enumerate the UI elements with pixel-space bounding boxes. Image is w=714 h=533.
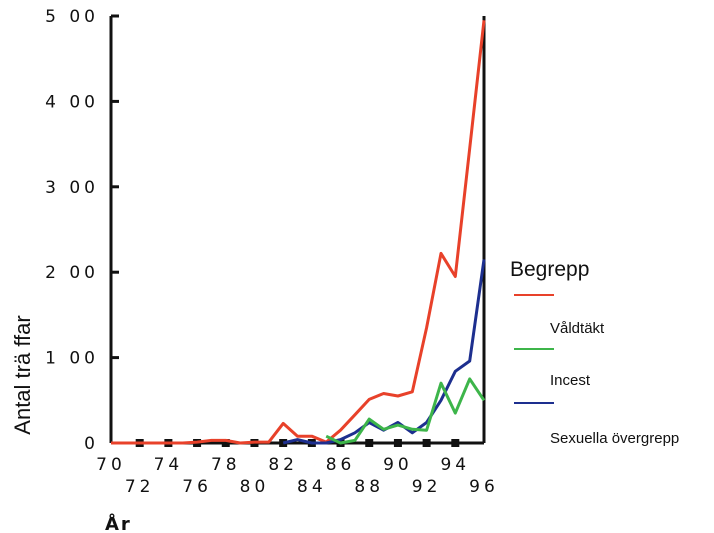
x-tick-label: 74 xyxy=(154,455,184,475)
y-tick-label: 0 xyxy=(84,434,99,454)
legend-label-incest: Incest xyxy=(550,372,591,389)
x-tick-mark xyxy=(422,439,431,447)
legend-swatch-incest xyxy=(514,348,554,350)
legend-title: Begrepp xyxy=(510,258,590,281)
series-lines xyxy=(111,20,486,445)
legend-label-valdtakt: Våldtäkt xyxy=(550,320,605,337)
x-tick-label: 82 xyxy=(268,455,298,475)
x-tick-mark xyxy=(365,439,374,447)
y-tick-label: 2 00 xyxy=(45,263,99,283)
x-tick-label: 96 xyxy=(469,477,499,497)
series-line-3 xyxy=(325,377,486,445)
x-tick-label: 80 xyxy=(240,477,270,497)
x-axis-title: År xyxy=(105,512,132,533)
y-axis-title: Antal trä ffar xyxy=(10,315,35,434)
x-tick-label: 76 xyxy=(182,477,212,497)
x-tick-label: 88 xyxy=(354,477,384,497)
y-tick-label: 4 00 xyxy=(45,92,99,112)
x-tick-label: 90 xyxy=(383,455,413,475)
y-tick-label: 1 00 xyxy=(45,349,99,369)
x-tick-label: 86 xyxy=(326,455,356,475)
x-tick-mark xyxy=(393,439,402,447)
x-tick-label: 70 xyxy=(96,455,126,475)
series-line-1 xyxy=(111,20,486,445)
x-tick-label: 84 xyxy=(297,477,327,497)
series-line-2 xyxy=(282,259,486,445)
x-tick-label: 92 xyxy=(412,477,442,497)
legend-swatch-valdtakt xyxy=(514,294,554,296)
x-tick-mark xyxy=(451,439,460,447)
ticks: 0 1 00 2 00 3 00 4 00 5 00 70 74 78 82 86 90 94 72 76 8… xyxy=(45,7,499,497)
axes xyxy=(109,16,486,445)
legend-swatch-sexuella xyxy=(514,402,554,404)
legend-label-sexuella: Sexuella övergrepp xyxy=(550,430,680,447)
x-tick-mark xyxy=(221,439,230,447)
x-tick-label: 72 xyxy=(125,477,155,497)
x-tick-mark xyxy=(279,439,288,447)
x-tick-label: 94 xyxy=(440,455,470,475)
y-tick-label: 3 00 xyxy=(45,178,99,198)
x-tick-label: 78 xyxy=(211,455,241,475)
y-tick-label: 5 00 xyxy=(45,7,99,27)
